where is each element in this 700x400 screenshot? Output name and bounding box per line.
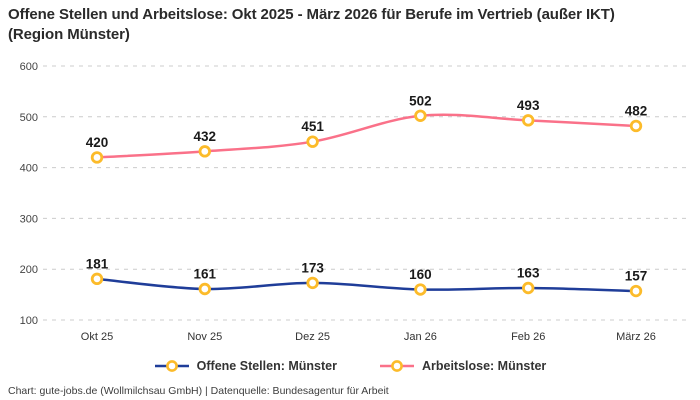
data-point-marker[interactable] [522, 114, 535, 127]
data-point-label: 451 [301, 119, 324, 134]
legend-item-offene-stellen: Offene Stellen: Münster [154, 359, 337, 373]
x-tick-label: Nov 25 [187, 331, 222, 343]
data-point-label: 181 [86, 256, 109, 271]
x-tick-label: Jan 26 [404, 331, 437, 343]
legend-swatch-line-icon [154, 360, 189, 372]
data-point-label: 502 [409, 93, 432, 108]
data-point-marker[interactable] [198, 282, 212, 296]
data-point-label: 157 [625, 269, 648, 284]
data-point-marker[interactable] [414, 109, 427, 122]
data-point-marker[interactable] [306, 276, 319, 290]
data-point-marker[interactable] [629, 119, 643, 133]
y-tick-label: 500 [20, 112, 38, 124]
data-point-label: 173 [301, 260, 324, 275]
data-point-marker[interactable] [629, 284, 643, 298]
x-tick-label: Dez 25 [295, 331, 330, 343]
data-point-marker[interactable] [90, 272, 104, 286]
data-point-label: 482 [625, 103, 648, 118]
data-point-label: 493 [517, 98, 540, 113]
chart-title: Offene Stellen und Arbeitslose: Okt 2025… [8, 6, 615, 43]
y-tick-label: 400 [20, 163, 38, 175]
series-line-0 [95, 277, 638, 293]
x-tick-label: Feb 26 [511, 331, 545, 343]
legend-label: Arbeitslose: Münster [421, 359, 547, 373]
data-point-label: 160 [409, 267, 432, 282]
data-point-label: 161 [194, 267, 217, 282]
chart-footer: Chart: gute-jobs.de (Wollmilchsau GmbH) … [8, 385, 389, 397]
legend-item-arbeitslose: Arbeitslose: Münster [379, 359, 546, 373]
data-point-marker[interactable] [198, 145, 212, 158]
legend-swatch-line-icon [379, 360, 414, 372]
data-point-label: 420 [86, 135, 109, 150]
data-point-label: 163 [517, 265, 540, 280]
y-tick-label: 300 [20, 213, 38, 225]
data-point-marker[interactable] [90, 151, 104, 164]
y-tick-label: 100 [20, 315, 38, 327]
legend: Offene Stellen: Münster Arbeitslose: Mün… [0, 359, 700, 373]
data-point-marker[interactable] [414, 283, 427, 296]
x-tick-label: März 26 [616, 331, 656, 343]
data-point-marker[interactable] [522, 281, 535, 295]
series-line-1 [95, 113, 638, 159]
y-tick-label: 600 [20, 61, 38, 73]
data-point-marker[interactable] [306, 135, 319, 148]
y-tick-label: 200 [20, 264, 38, 276]
legend-label: Offene Stellen: Münster [196, 359, 337, 373]
x-tick-label: Okt 25 [81, 331, 113, 343]
data-point-label: 432 [194, 129, 217, 144]
